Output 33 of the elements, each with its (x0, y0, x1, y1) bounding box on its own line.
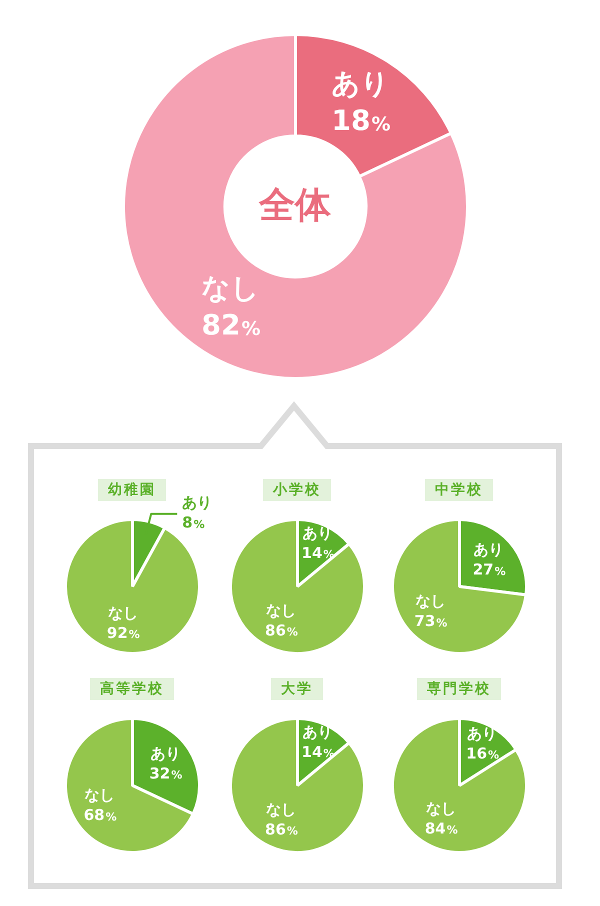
slice-label: なし (265, 601, 296, 620)
chart-title: 大学 (271, 678, 323, 700)
slice-label: なし (201, 271, 260, 304)
slice-label: なし (107, 604, 138, 622)
slice-label: なし (425, 798, 456, 817)
slice-label: あり (302, 523, 332, 542)
slice-label: あり (330, 66, 389, 100)
data-label: 84% (424, 818, 458, 837)
slice-label: あり (302, 722, 332, 740)
slice-label: なし (84, 786, 114, 804)
data-label: 68% (83, 806, 116, 824)
data-label: 86% (264, 621, 298, 640)
data-label: 16% (466, 744, 499, 762)
data-label: 8% (182, 513, 204, 532)
data-label: 32% (148, 764, 182, 782)
text: 全体 (259, 185, 331, 226)
chart-title: 小学校 (263, 479, 331, 501)
slice-label: あり (150, 744, 180, 762)
data-label: 92% (106, 624, 140, 642)
chart-title: 中学校 (425, 479, 493, 501)
slice-label: なし (414, 592, 445, 610)
slice-label: あり (466, 724, 497, 742)
slice-label: なし (265, 800, 296, 818)
data-label: 73% (414, 612, 447, 630)
data-label: 82% (201, 308, 260, 342)
chart-title: 専門学校 (417, 678, 501, 700)
chart-title: 幼稚園 (98, 479, 166, 501)
data-label: 86% (264, 820, 298, 838)
data-label: 27% (472, 560, 506, 578)
slice-label: あり (182, 493, 212, 512)
data-label: 18% (330, 103, 390, 136)
chart-title: 高等学校 (90, 678, 174, 700)
slice-label: あり (473, 540, 504, 558)
